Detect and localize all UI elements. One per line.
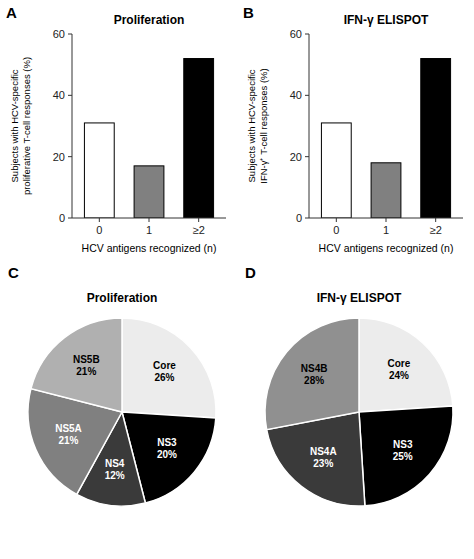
title: IFN-γ ELISPOT [317, 291, 402, 305]
y-tick-label: 20 [53, 151, 65, 163]
panel-label: D [245, 264, 256, 281]
x-tick [198, 218, 199, 222]
x-tick-label: 1 [146, 224, 152, 236]
data-label: NS5A21% [55, 423, 82, 446]
bar [84, 123, 114, 218]
y-axis-label-line: Subjects with HCV-specific [246, 69, 257, 182]
x-tick-label: 0 [96, 224, 102, 236]
y-tick-label: 20 [290, 151, 302, 163]
y-axis-line [309, 34, 310, 218]
y-tick-label: 60 [290, 28, 302, 40]
x-tick [336, 218, 337, 222]
data-label-category: NS4 [105, 458, 125, 469]
y-axis-label: Subjects with HCV-specificproliferative … [9, 57, 32, 195]
data-label-category: NS4B [301, 363, 328, 374]
data-label-category: Core [387, 358, 410, 369]
x-axis-label: HCV antigens recognized (n) [319, 242, 454, 254]
x-tick [99, 218, 100, 222]
pie-slice [122, 318, 216, 418]
data-label-category: NS4A [310, 446, 337, 457]
y-tick-label: 40 [290, 89, 302, 101]
panel-label: C [8, 264, 19, 281]
pie-slice [31, 318, 122, 412]
x-tick-label: ≥2 [193, 224, 205, 236]
data-label-value: 26% [154, 372, 174, 383]
x-tick [435, 218, 436, 222]
data-label: NS4A23% [310, 446, 337, 469]
y-axis-line [72, 34, 73, 218]
bar-panel: B IFN-γ ELISPOT 0 20 40 60 0 1 ≥2 HCV antigens re… [243, 4, 463, 254]
data-label-value: 25% [393, 451, 413, 462]
bar [421, 59, 451, 218]
x-axis-label: HCV antigens recognized (n) [82, 242, 217, 254]
bar [321, 123, 351, 218]
bar-panel: A Proliferation 0 20 40 60 0 1 ≥2 HCV antigens re… [6, 4, 226, 254]
title: Proliferation [87, 291, 158, 305]
y-tick [68, 156, 72, 157]
y-tick-label: 0 [59, 212, 65, 224]
bar [134, 166, 164, 218]
y-tick-label: 0 [296, 212, 302, 224]
y-axis-label-line: Subjects with HCV-specific [9, 69, 20, 182]
data-label: NS412% [105, 458, 125, 481]
pie-slice [265, 318, 359, 430]
data-label-category: NS5B [73, 354, 100, 365]
y-tick [305, 156, 309, 157]
figure: A Proliferation 0 20 40 60 0 1 ≥2 HCV antigens re… [0, 0, 474, 559]
data-label-category: Core [153, 360, 176, 371]
y-tick [68, 34, 72, 35]
y-tick [305, 95, 309, 96]
data-label-value: 23% [313, 458, 333, 469]
y-axis-label-line: IFN-γ⁺ T-cell responses (%) [258, 68, 269, 183]
title: IFN-γ ELISPOT [344, 13, 429, 27]
x-tick [386, 218, 387, 222]
pie-panel: D IFN-γ ELISPOT Core24% NS325% NS4A23% NS4B28… [245, 264, 453, 506]
pie-panel: CProliferationCore26%NS320%NS412%NS5A21%… [8, 264, 216, 506]
bar [371, 163, 401, 218]
y-tick [305, 34, 309, 35]
y-tick-label: 60 [53, 28, 65, 40]
data-label-value: 12% [105, 470, 125, 481]
y-tick [305, 218, 309, 219]
title: Proliferation [114, 13, 185, 27]
data-label: Core26% [153, 360, 176, 383]
y-tick [68, 218, 72, 219]
panel-label: B [243, 4, 254, 21]
x-tick [149, 218, 150, 222]
data-label-value: 21% [76, 366, 96, 377]
data-label-category: NS3 [393, 439, 413, 450]
data-label-category: NS5A [55, 423, 82, 434]
data-label: NS4B28% [301, 363, 328, 386]
y-axis-label: Subjects with HCV-specificIFN-γ⁺ T-cell … [246, 68, 269, 183]
x-tick-label: 1 [383, 224, 389, 236]
data-label-category: NS3 [157, 437, 177, 448]
panel-label: A [6, 4, 17, 21]
data-label: NS325% [393, 439, 413, 462]
x-tick-label: 0 [333, 224, 339, 236]
data-label: NS5B21% [73, 354, 100, 377]
data-label-value: 21% [59, 435, 79, 446]
y-tick-label: 40 [53, 89, 65, 101]
bars [84, 59, 213, 218]
x-tick-label: ≥2 [430, 224, 442, 236]
y-tick [68, 95, 72, 96]
data-label-value: 28% [304, 375, 324, 386]
pie-slice [359, 318, 453, 412]
bar [184, 59, 214, 218]
y-axis-label-line: proliferative T-cell responses (%) [21, 57, 32, 195]
data-label-value: 24% [389, 370, 409, 381]
data-label: Core24% [387, 358, 410, 381]
data-label: NS320% [157, 437, 177, 460]
data-label-value: 20% [157, 449, 177, 460]
bars [321, 59, 450, 218]
pie-slice [359, 406, 453, 506]
